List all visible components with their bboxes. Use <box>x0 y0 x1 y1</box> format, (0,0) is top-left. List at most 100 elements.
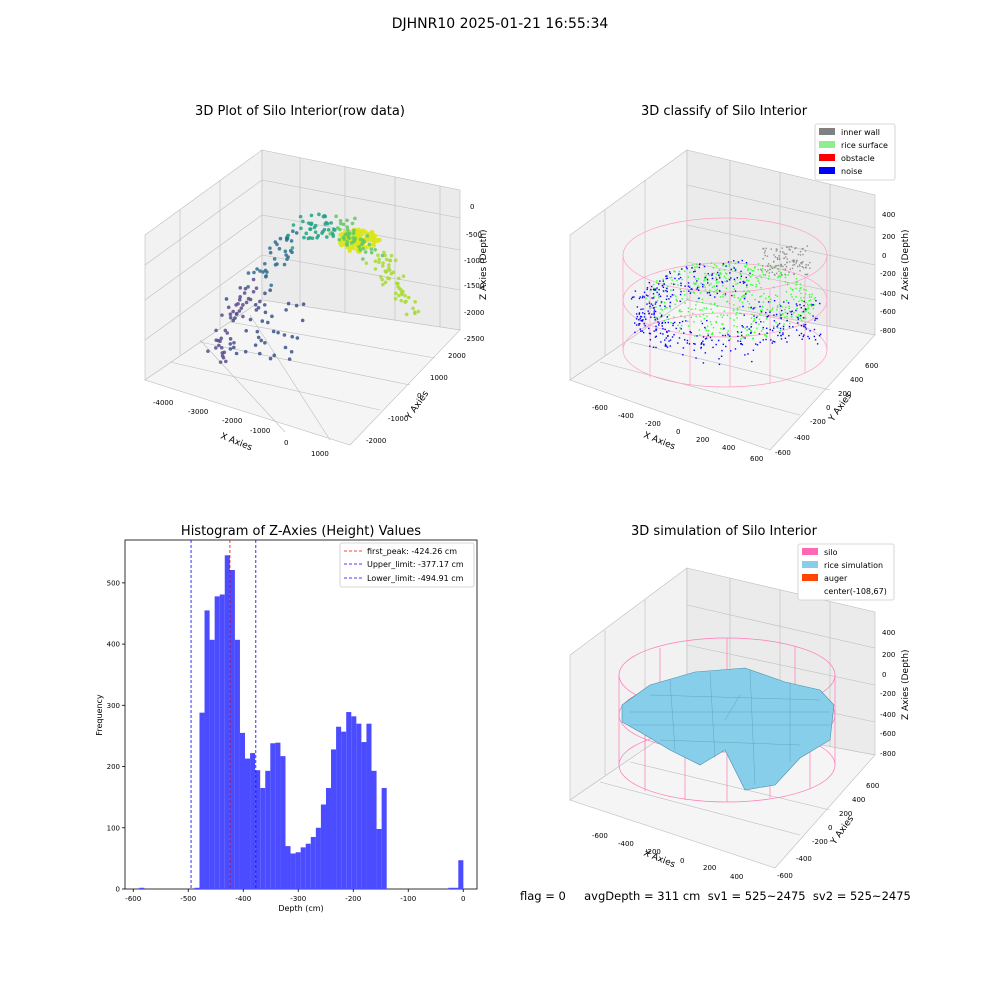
classify-scatter-point <box>756 344 759 346</box>
classify-scatter-point <box>789 261 791 263</box>
histogram-bar <box>376 828 382 889</box>
classify-scatter-point <box>819 333 822 336</box>
classify-scatter-point <box>797 314 800 316</box>
histogram-ytick-label: 200 <box>107 763 120 771</box>
raw-scatter-point <box>363 250 368 254</box>
classify-scatter-point <box>672 289 675 291</box>
classify-scatter-point <box>808 300 810 302</box>
simulation-plot-title: 3D simulation of Silo Interior <box>631 524 817 539</box>
classify-scatter-point <box>747 290 749 292</box>
classify-scatter-point <box>740 342 743 345</box>
classify-scatter-point <box>799 304 801 306</box>
classify-scatter-point <box>666 307 668 309</box>
classify-scatter-point <box>681 278 683 281</box>
histogram-bar <box>139 887 145 889</box>
classify-scatter-point <box>769 301 772 303</box>
classify-scatter-point <box>695 304 697 306</box>
raw-scatter-point <box>377 260 381 265</box>
classify-scatter-point <box>802 335 804 338</box>
classify-scatter-point <box>711 332 714 334</box>
classify-scatter-point <box>693 283 696 285</box>
classify-scatter-point <box>658 324 660 326</box>
classify-scatter-point <box>799 250 802 253</box>
classify-scatter-point <box>748 267 750 270</box>
classify-scatter-point <box>813 298 816 300</box>
raw-scatter-point <box>221 355 226 360</box>
classify-scatter-point <box>720 327 722 330</box>
classify-scatter-point <box>747 300 749 303</box>
simulation-xtick: 200 <box>703 864 716 872</box>
classify-scatter-point <box>793 312 795 314</box>
classify-scatter-point <box>769 264 772 267</box>
classify-scatter-point <box>704 289 707 291</box>
histogram-bar <box>275 742 281 889</box>
classify-scatter-point <box>658 293 660 295</box>
classify-scatter-point <box>681 320 684 323</box>
classify-scatter-point <box>739 298 742 300</box>
classify-scatter-point <box>740 275 743 278</box>
classify-scatter-point <box>705 307 708 309</box>
classify-scatter-point <box>641 297 644 299</box>
classify-scatter-point <box>660 341 662 343</box>
classify-scatter-point <box>770 339 772 341</box>
classify-scatter-point <box>683 290 685 292</box>
classify-scatter-point <box>684 339 686 341</box>
histogram-bar <box>204 610 210 889</box>
simulation-ytick: 200 <box>839 810 852 818</box>
classify-scatter-point <box>726 273 728 275</box>
classify-scatter-point <box>748 291 751 293</box>
classify-scatter-point <box>678 310 680 312</box>
classify-scatter-point <box>711 286 714 289</box>
classify-scatter-point <box>725 287 728 289</box>
classify-scatter-point <box>786 315 788 318</box>
raw-scatter-point <box>416 309 421 314</box>
raw-scatter-point <box>248 297 253 302</box>
classify-scatter-point <box>660 308 662 310</box>
classify-scatter-point <box>772 325 775 327</box>
classify-scatter-point <box>710 283 712 285</box>
classify-scatter-point <box>812 304 814 306</box>
classify-scatter-point <box>744 327 746 329</box>
classify-scatter-point <box>776 258 779 261</box>
raw-scatter-point <box>254 308 259 312</box>
classify-scatter-point <box>802 247 804 250</box>
classify-scatter-point <box>736 277 739 279</box>
classify-scatter-point <box>726 280 728 282</box>
classify-scatter-point <box>666 277 669 280</box>
legend-swatch-silo <box>802 548 818 555</box>
raw-scatter-point <box>219 345 224 350</box>
raw-scatter-point <box>224 297 229 301</box>
classify-scatter-point <box>682 353 684 356</box>
classify-scatter-point <box>733 309 735 311</box>
raw-scatter-point <box>246 271 251 275</box>
classify-scatter-point <box>640 319 642 322</box>
raw-scatter-point <box>393 291 398 296</box>
raw-scatter-point <box>365 234 370 238</box>
classify-scatter-point <box>770 265 773 268</box>
classify-scatter-point <box>768 275 770 277</box>
classify-scatter-point <box>651 297 653 299</box>
classify-scatter-point <box>724 280 726 283</box>
classify-scatter-point <box>780 271 783 274</box>
classify-scatter-point <box>774 265 777 267</box>
raw-scatter-point <box>380 277 385 282</box>
classify-scatter-point <box>740 273 742 276</box>
classify-scatter-point <box>730 268 733 271</box>
classify-scatter-point <box>745 276 747 279</box>
raw-xtick: -2000 <box>222 417 242 425</box>
classify-scatter-point <box>778 303 781 306</box>
classify-scatter-point <box>696 335 698 337</box>
raw-scatter-point <box>260 319 265 323</box>
classify-scatter-point <box>747 353 749 355</box>
classify-scatter-point <box>674 277 676 280</box>
classify-scatter-point <box>636 315 639 318</box>
legend-swatch-rice-simulation <box>802 561 818 568</box>
classify-scatter-point <box>707 334 709 337</box>
classify-scatter-point <box>760 276 763 278</box>
classify-scatter-point <box>788 271 790 274</box>
classify-scatter-point <box>728 335 730 337</box>
classify-scatter-point <box>644 324 646 327</box>
classify-scatter-point <box>796 304 798 307</box>
classify-scatter-point <box>776 264 778 267</box>
raw-scatter-point <box>346 233 350 237</box>
